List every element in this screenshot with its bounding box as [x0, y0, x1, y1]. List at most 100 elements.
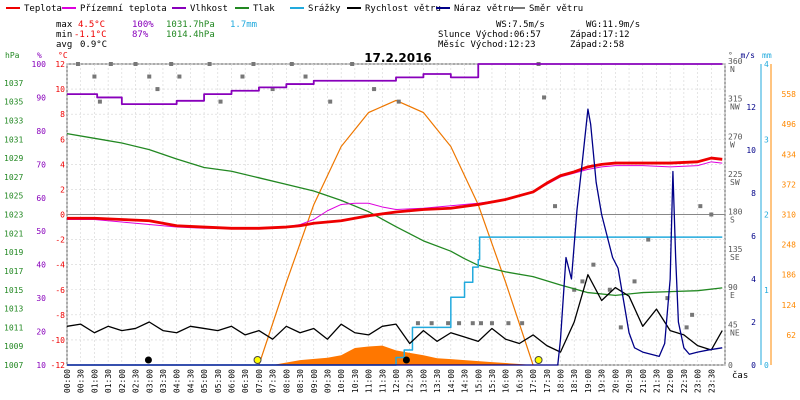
ms-tick: 0: [751, 361, 756, 370]
direction-tick: 315: [728, 95, 743, 104]
ms-unit: m/s: [741, 51, 756, 60]
x-tick-label: 17:30: [543, 369, 552, 393]
ms-tick: 4: [751, 275, 756, 284]
temp-tick: 12: [55, 60, 65, 69]
x-tick-label: 15:00: [474, 369, 483, 393]
wind-dir-point: [478, 321, 483, 326]
direction-tick: 90: [728, 283, 738, 292]
hpa-tick: 1013: [4, 305, 23, 314]
x-tick-label: 21:00: [639, 369, 648, 393]
ms-tick: 8: [751, 189, 756, 198]
x-tick-label: 12:30: [406, 369, 415, 393]
x-tick-label: 23:30: [707, 369, 716, 393]
stats-min-temp: -1.1°C: [74, 30, 107, 40]
hpa-tick: 1017: [4, 267, 23, 276]
legend-label: Náraz větru: [454, 4, 514, 14]
x-tick-label: 13:30: [433, 369, 442, 393]
hpa-unit: hPa: [5, 51, 20, 60]
info-sun-set: Západ:17:12: [570, 30, 630, 40]
wind-dir-point: [580, 279, 585, 284]
x-tick-label: 11:30: [378, 369, 387, 393]
axis-labels: hPa% °C1007100910111013101510171019102110…: [4, 51, 796, 393]
wm2-tick: 496: [782, 120, 797, 129]
direction-unit: °: [728, 51, 733, 60]
stats-max-temp: 4.5°C: [78, 20, 105, 30]
wind-dir-point: [289, 62, 294, 66]
wm2-tick: 124: [782, 301, 797, 310]
wind-dir-point: [506, 321, 511, 326]
temp-tick: -6: [55, 286, 65, 295]
stats-avg-temp: 0.9°C: [80, 40, 107, 50]
wind-dir-point: [97, 99, 102, 104]
wind-dir-point: [218, 99, 223, 104]
direction-tick: 135: [728, 245, 743, 254]
x-tick-label: 16:30: [515, 369, 524, 393]
wind-dir-point: [372, 87, 377, 92]
x-tick-label: 01:30: [104, 369, 113, 393]
info-moon-rise: Měsíc Východ:12:23: [438, 40, 536, 50]
direction-tick: 360: [728, 57, 743, 66]
wind-dir-point: [155, 87, 160, 92]
x-tick-label: 23:00: [694, 369, 703, 393]
hpa-tick: 1025: [4, 192, 23, 201]
x-tick-label: 01:00: [90, 369, 99, 393]
hpa-tick: 1023: [4, 211, 23, 220]
wind-dir-point: [92, 74, 97, 79]
x-tick-label: 07:00: [255, 369, 264, 393]
x-tick-label: 07:30: [269, 369, 278, 393]
temp-tick: 10: [55, 85, 65, 94]
wind-dir-point: [698, 204, 703, 209]
sunrise-marker: [253, 356, 262, 364]
temp-tick: 6: [60, 135, 65, 144]
wind-dir-point: [429, 321, 434, 326]
stats-min-label: min: [56, 30, 72, 40]
hpa-tick: 1011: [4, 323, 23, 332]
x-tick-label: 04:30: [186, 369, 195, 393]
hpa-tick: 1029: [4, 154, 23, 163]
x-tick-label: 18:00: [557, 369, 566, 393]
x-tick-label: 19:00: [584, 369, 593, 393]
wind-dir-point: [396, 99, 401, 104]
wind-dir-point: [303, 74, 308, 79]
wind-dir-point: [75, 62, 80, 66]
wind-dir-point: [632, 279, 637, 284]
x-tick-label: 05:00: [200, 369, 209, 393]
series-rychlost-v-tru: [66, 274, 723, 353]
wind-dir-point: [177, 74, 182, 79]
stats-max-press: 1031.7hPa: [166, 20, 215, 30]
direction-name: SW: [730, 178, 740, 187]
temp-tick: 8: [60, 110, 65, 119]
percent-tick: 80: [36, 127, 46, 136]
series-vlhkost: [67, 63, 723, 106]
legend-label: Srážky: [308, 4, 341, 14]
hpa-tick: 1031: [4, 135, 23, 144]
wind-dir-point: [520, 321, 525, 326]
x-tick-label: 10:00: [337, 369, 346, 393]
wind-dir-point: [251, 62, 256, 66]
x-tick-label: 20:00: [611, 369, 620, 393]
wind-dir-point: [240, 74, 245, 79]
legend: Teplota Přízemní teplota Vlhkost Tlak Srážky…: [6, 4, 583, 14]
x-tick-label: 02:00: [118, 369, 127, 393]
legend-label: Tlak: [253, 4, 275, 14]
x-tick-label: 13:00: [419, 369, 428, 393]
hpa-tick: 1007: [4, 361, 23, 370]
direction-tick: 225: [728, 170, 743, 179]
wm2-tick: 248: [782, 241, 797, 250]
wind-dir-point: [328, 99, 333, 104]
x-tick-label: 02:30: [132, 369, 141, 393]
moonset-marker: [144, 356, 152, 364]
wind-dir-point: [415, 321, 420, 326]
x-tick-label: 16:00: [502, 369, 511, 393]
stats-max-label: max: [56, 20, 73, 30]
wind-dir-point: [646, 237, 651, 242]
direction-name: N: [730, 65, 735, 74]
temp-tick: 4: [60, 160, 65, 169]
stats-max-hum: 100%: [132, 20, 154, 30]
wind-dir-point: [350, 62, 355, 66]
temp-unit: °C: [58, 51, 68, 60]
direction-tick: 180: [728, 208, 743, 217]
stats-min-press: 1014.4hPa: [166, 30, 215, 40]
legend-label: Vlhkost: [190, 4, 228, 14]
